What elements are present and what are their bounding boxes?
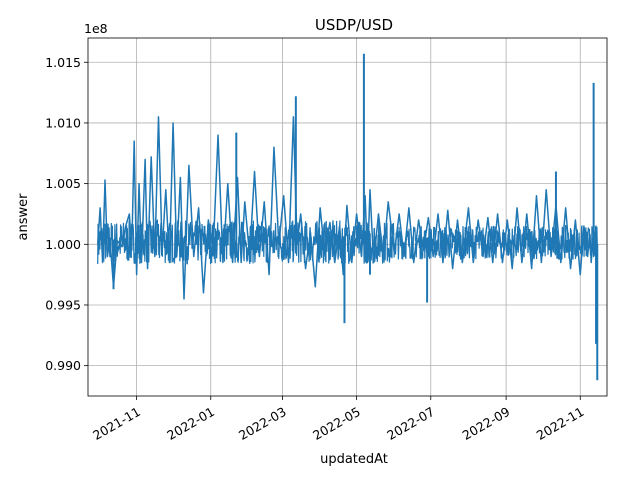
y-axis-label: answer xyxy=(16,193,31,241)
y-tick-label: 1.005 xyxy=(45,176,81,191)
y-tick-label: 0.995 xyxy=(45,297,81,312)
series-noise-band xyxy=(97,219,598,265)
series-line xyxy=(96,116,599,300)
y-tick-label: 1.010 xyxy=(45,115,81,130)
y-tick-label: 0.990 xyxy=(45,358,81,373)
x-tick-label: 2022-11 xyxy=(534,404,587,443)
x-axis-label: updatedAt xyxy=(320,452,388,467)
chart-title: USDP/USD xyxy=(315,16,393,34)
y-axis-ticks: 0.990 0.995 1.000 1.005 1.010 1.015 xyxy=(45,55,88,373)
y-tick-label: 1.015 xyxy=(45,55,81,70)
x-tick-label: 2021-11 xyxy=(90,404,143,443)
plot-frame xyxy=(87,37,608,397)
x-tick-label: 2022-03 xyxy=(236,404,289,443)
x-tick-label: 2022-09 xyxy=(460,404,513,443)
series-group xyxy=(96,53,599,381)
x-axis-ticks: 2021-11 2022-01 2022-03 2022-05 2022-07 2022-… xyxy=(90,396,587,443)
x-tick-label: 2022-07 xyxy=(384,404,437,443)
x-tick-label: 2022-05 xyxy=(310,404,363,443)
y-tick-label: 1.000 xyxy=(45,237,81,252)
y-offset-label: 1e8 xyxy=(84,21,108,36)
x-tick-label: 2022-01 xyxy=(164,404,217,443)
